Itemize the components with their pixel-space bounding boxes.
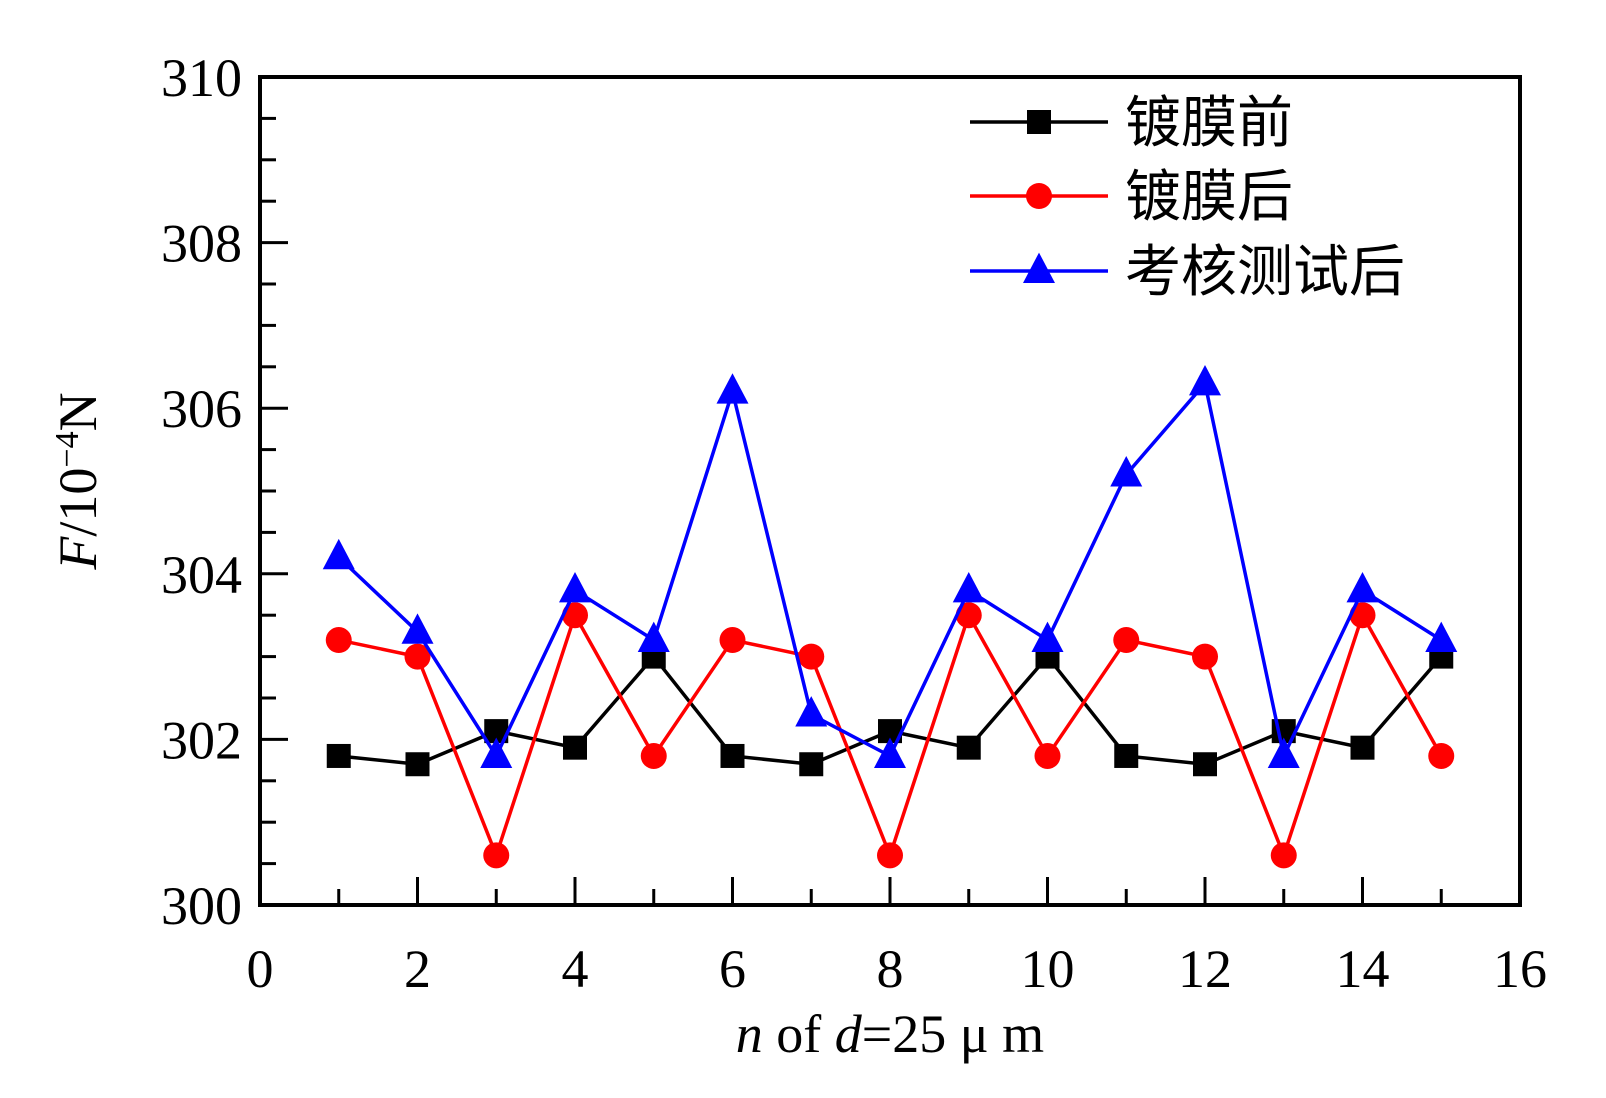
x-tick-label: 4 [562,939,589,999]
data-point [955,602,982,629]
y-tick-label: 306 [161,379,242,439]
data-point [1110,456,1143,487]
data-point [483,842,510,869]
x-axis-title: n of d=25 μ m [736,1004,1044,1064]
data-point [1270,842,1297,869]
legend-marker [1023,252,1055,283]
x-tick-label: 14 [1336,939,1390,999]
data-point [401,613,434,644]
data-point [1114,743,1139,768]
data-point [404,643,431,670]
data-point [1425,621,1458,653]
legend-entry: 镀膜后 [970,165,1293,230]
data-point [874,737,906,768]
data-point [562,602,588,629]
data-point [798,643,825,670]
data-point [1346,571,1379,603]
data-point [719,627,746,654]
data-point [480,737,513,768]
y-tick-label: 304 [161,545,242,605]
x-tick-label: 0 [247,939,274,999]
legend-label: 考核测试后 [1125,240,1405,305]
x-axis-rest: =25 μ m [862,1004,1044,1064]
data-point [1031,621,1064,653]
data-point [637,621,670,653]
series-layer [322,364,1458,869]
x-axis-var-d: d [835,1004,863,1064]
data-point [1267,737,1300,768]
data-point [1193,752,1217,777]
legend-marker [1027,110,1051,134]
series-3 [322,364,1458,768]
data-point [799,752,824,777]
data-point [1189,364,1221,396]
x-tick-label: 2 [404,939,431,999]
data-point [326,743,351,768]
data-point [716,373,749,404]
x-axis-of: of [763,1004,835,1064]
data-point [795,696,828,727]
axis-ticks [258,75,1522,907]
y-tick-label: 300 [161,876,242,936]
data-point [405,752,430,777]
legend-entry: 镀膜前 [970,91,1293,156]
data-point [1350,735,1375,760]
legend-marker [1026,183,1052,209]
legend-label: 镀膜后 [1125,165,1293,230]
y-axis-slash: /10 [48,468,108,537]
data-point [1113,627,1140,654]
data-point [1034,742,1061,769]
data-point [322,538,355,570]
data-point [325,627,352,654]
y-tick-label: 302 [161,710,242,770]
data-point [720,743,745,768]
data-point [1192,643,1218,670]
data-point [952,571,985,603]
legend-entry: 考核测试后 [970,240,1405,305]
x-tick-label: 6 [719,939,746,999]
tick-labels: 0 2 4 6 8 10 12 14 16 300 302 304 306 308 310 [161,48,1547,999]
series-line [337,379,1443,762]
x-tick-label: 16 [1493,939,1547,999]
data-point [559,571,591,603]
data-point [640,742,667,769]
y-tick-label: 308 [161,214,242,274]
data-point [877,842,903,869]
data-point [956,735,981,760]
y-axis-var-f: F [48,536,108,571]
plot-frame [258,75,1522,907]
legend-label: 镀膜前 [1125,91,1293,156]
series-2 [325,602,1455,869]
data-point [1428,742,1455,769]
data-point [563,735,587,760]
data-point [1349,602,1376,629]
y-axis-exponent: −4 [49,431,86,467]
x-tick-label: 12 [1178,939,1232,999]
y-axis-title: F/10−4N [48,392,108,570]
y-tick-label: 310 [161,48,242,108]
x-tick-label: 10 [1021,939,1075,999]
x-axis-var-n: n [736,1004,763,1064]
x-tick-label: 8 [877,939,904,999]
y-axis-unit: N [48,392,108,431]
